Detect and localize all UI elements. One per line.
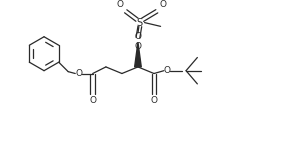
Text: O: O <box>160 0 167 9</box>
Polygon shape <box>135 42 141 67</box>
Text: O: O <box>151 96 158 105</box>
Text: O: O <box>134 32 141 41</box>
Text: O: O <box>134 42 141 51</box>
Text: S: S <box>137 18 143 28</box>
Text: O: O <box>75 69 82 78</box>
Text: O: O <box>164 66 171 75</box>
Text: O: O <box>117 0 124 9</box>
Text: O: O <box>89 96 96 105</box>
